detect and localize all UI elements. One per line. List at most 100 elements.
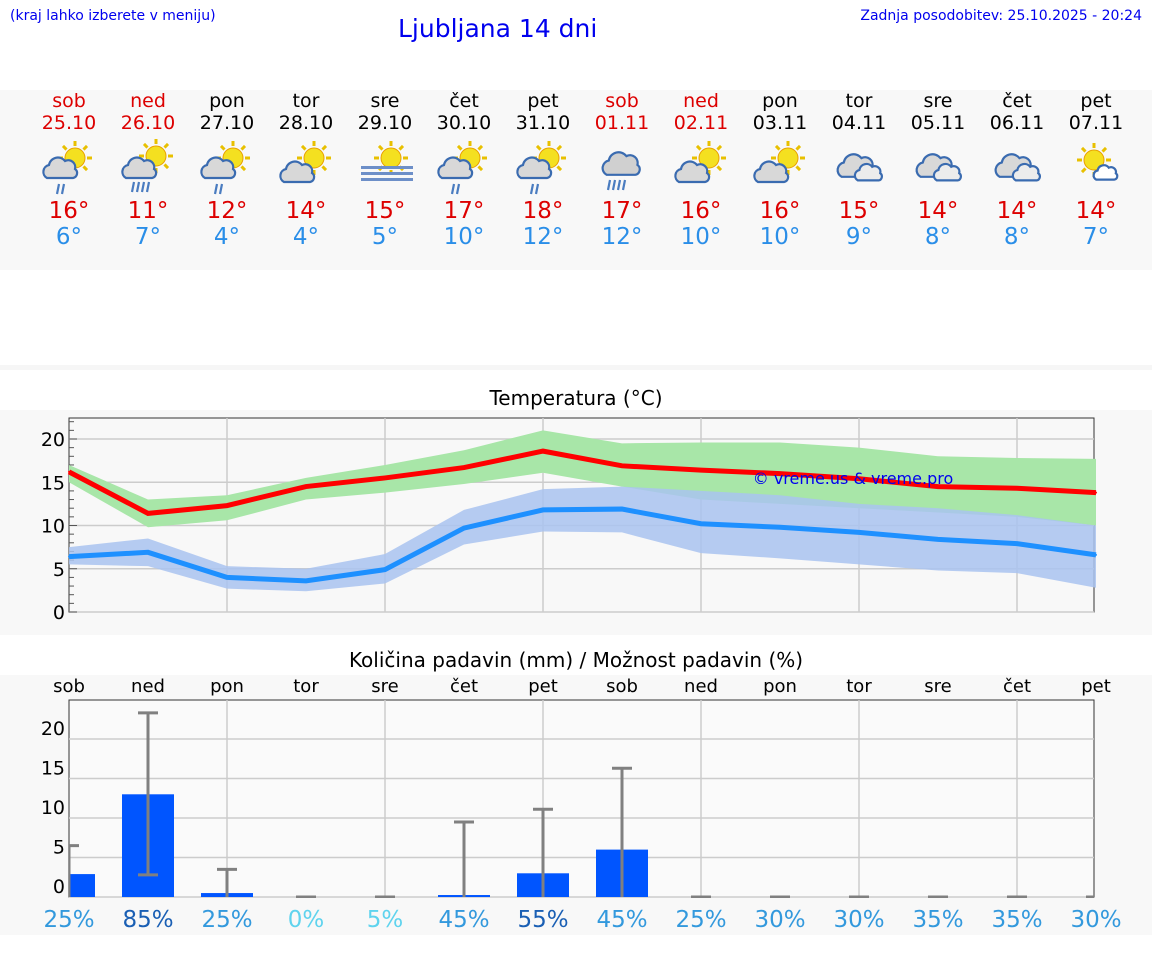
min-temp-point xyxy=(147,551,149,554)
precip-probability: 45% xyxy=(596,907,647,933)
min-temp-point xyxy=(542,508,544,511)
day-name: ned xyxy=(130,90,166,112)
y-tick-label: 0 xyxy=(53,876,65,898)
sun-icon xyxy=(692,141,726,175)
min-temp-point xyxy=(384,568,386,571)
y-tick-label: 15 xyxy=(41,472,65,494)
sun-small-cloud-icon xyxy=(1077,143,1119,181)
precip-probability: 30% xyxy=(754,907,805,933)
max-temp-point xyxy=(937,485,939,488)
day-forecast: sob 25.10 16° 6° xyxy=(29,90,109,250)
precip-probability: 30% xyxy=(1070,907,1121,933)
max-temp-point xyxy=(1016,487,1018,490)
day-forecast: ned 26.10 11° 7° xyxy=(108,90,188,250)
sun-cloud-light-rain-icon xyxy=(437,141,487,195)
divider xyxy=(0,365,1152,370)
precip-probability: 25% xyxy=(43,907,94,933)
cloud-icon xyxy=(753,160,790,184)
day-label: tor xyxy=(846,676,872,697)
precip-probability: 85% xyxy=(122,907,173,933)
min-temp-point xyxy=(779,526,781,529)
cloud-icon xyxy=(674,160,711,184)
day-name: pon xyxy=(209,90,245,112)
max-temp: 15° xyxy=(838,198,880,224)
cloud-icon xyxy=(200,156,237,180)
max-temp: 16° xyxy=(680,198,722,224)
min-temp-point xyxy=(68,555,70,558)
day-forecast: sob 01.11 17° 12° xyxy=(582,90,662,250)
min-temp: 7° xyxy=(1082,224,1110,250)
precipitation-chart-title: Količina padavin (mm) / Možnost padavin … xyxy=(348,648,804,672)
max-temp: 11° xyxy=(127,198,169,224)
max-temp: 16° xyxy=(48,198,90,224)
error-bar xyxy=(217,867,237,897)
y-tick-label: 0 xyxy=(53,602,65,624)
day-label: sre xyxy=(924,676,951,697)
min-temp: 4° xyxy=(213,224,241,250)
day-forecast: pon 03.11 16° 10° xyxy=(740,90,820,250)
y-tick-label: 5 xyxy=(53,837,65,859)
day-date: 03.11 xyxy=(752,112,808,134)
max-temp-point xyxy=(621,464,623,467)
precip-probability: 35% xyxy=(991,907,1042,933)
daily-forecast-strip: sob 25.10 16° 6° ned 26.10 11° 7° pon 27.10 12° 4° t… xyxy=(0,90,1152,270)
day-name: tor xyxy=(292,90,320,112)
clouds-icon xyxy=(836,153,883,182)
day-name: sob xyxy=(52,90,86,112)
day-name: sre xyxy=(370,90,400,112)
max-temp-point xyxy=(305,485,307,488)
sun-icon xyxy=(771,141,805,175)
rain-icon xyxy=(130,181,151,193)
day-forecast: ned 02.11 16° 10° xyxy=(661,90,741,250)
clouds-rain-icon xyxy=(601,151,641,191)
max-temp-point xyxy=(1095,491,1097,494)
error-bar xyxy=(533,807,553,897)
max-temp-point xyxy=(542,450,544,453)
max-temp: 17° xyxy=(601,198,643,224)
min-temp: 6° xyxy=(55,224,83,250)
max-temp: 14° xyxy=(1075,198,1117,224)
sun-cloud-icon xyxy=(279,141,331,184)
sun-fog-icon xyxy=(361,141,413,181)
day-date: 25.10 xyxy=(41,112,97,134)
day-forecast: sre 29.10 15° 5° xyxy=(345,90,425,250)
day-forecast: tor 04.11 15° 9° xyxy=(819,90,899,250)
min-temp-point xyxy=(1016,542,1018,545)
cloud-icon xyxy=(42,156,79,180)
max-temp: 17° xyxy=(443,198,485,224)
max-temp-point xyxy=(700,469,702,472)
day-date: 06.11 xyxy=(989,112,1045,134)
min-temp-point xyxy=(700,522,702,525)
day-date: 04.11 xyxy=(831,112,887,134)
min-temp-point xyxy=(226,576,228,579)
day-date: 28.10 xyxy=(278,112,334,134)
day-date: 01.11 xyxy=(594,112,650,134)
day-date: 26.10 xyxy=(120,112,176,134)
rain-icon xyxy=(450,183,461,195)
max-temp-point xyxy=(68,470,70,473)
min-temp: 8° xyxy=(1003,224,1031,250)
max-temp: 15° xyxy=(364,198,406,224)
last-updated: Zadnja posodobitev: 25.10.2025 - 20:24 xyxy=(860,8,1142,24)
day-name: ned xyxy=(683,90,719,112)
day-label: sob xyxy=(606,676,638,697)
min-temp: 7° xyxy=(134,224,162,250)
min-temp: 12° xyxy=(601,224,643,250)
clouds-icon xyxy=(915,153,962,182)
sun-cloud-icon xyxy=(753,141,805,184)
plot-area xyxy=(68,699,1095,898)
precip-probability: 25% xyxy=(675,907,726,933)
temperature-chart-title: Temperatura (°C) xyxy=(489,386,663,410)
cloud-icon xyxy=(1011,162,1041,182)
cloud-icon xyxy=(437,156,474,180)
precip-probability: 5% xyxy=(367,907,404,933)
day-date: 31.10 xyxy=(515,112,571,134)
max-temp: 14° xyxy=(285,198,327,224)
min-temp: 5° xyxy=(371,224,399,250)
error-bar xyxy=(612,766,632,897)
day-label: pon xyxy=(210,676,244,697)
precip-probability: 45% xyxy=(438,907,489,933)
min-temp-point xyxy=(621,508,623,511)
cloud-icon xyxy=(932,162,962,182)
y-tick-label: 10 xyxy=(41,797,65,819)
